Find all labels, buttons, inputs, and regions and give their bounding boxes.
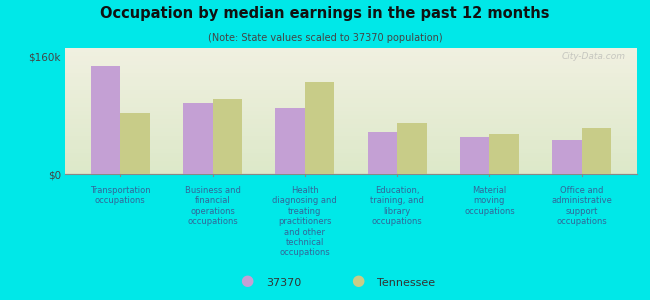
Text: Education,
training, and
library
occupations: Education, training, and library occupat… xyxy=(370,186,424,226)
Bar xyxy=(65,48,637,52)
Text: Transportation
occupations: Transportation occupations xyxy=(90,186,151,206)
Text: (Note: State values scaled to 37370 population): (Note: State values scaled to 37370 popu… xyxy=(208,33,442,43)
Text: Office and
administrative
support
occupations: Office and administrative support occupa… xyxy=(551,186,612,226)
Bar xyxy=(65,107,637,111)
Bar xyxy=(91,66,120,174)
Bar xyxy=(65,77,637,82)
Bar xyxy=(305,82,334,174)
Text: Health
diagnosing and
treating
practitioners
and other
technical
occupations: Health diagnosing and treating practitio… xyxy=(272,186,337,257)
Bar xyxy=(65,56,637,61)
Bar xyxy=(65,69,637,73)
Bar xyxy=(65,103,637,107)
Text: Occupation by median earnings in the past 12 months: Occupation by median earnings in the pas… xyxy=(100,6,550,21)
Text: Tennessee: Tennessee xyxy=(377,278,435,288)
Bar xyxy=(65,170,637,174)
Bar xyxy=(65,52,637,56)
Bar xyxy=(65,132,637,136)
Bar xyxy=(65,82,637,86)
Bar xyxy=(582,128,611,174)
Bar xyxy=(65,119,637,124)
Bar xyxy=(65,94,637,98)
Bar xyxy=(65,124,637,128)
Bar xyxy=(65,145,637,149)
Bar xyxy=(65,161,637,166)
Bar xyxy=(65,157,637,161)
Text: ●: ● xyxy=(351,273,364,288)
Bar xyxy=(65,65,637,69)
Bar xyxy=(65,136,637,140)
Bar xyxy=(276,108,305,174)
Bar xyxy=(368,131,397,174)
Bar xyxy=(460,137,489,174)
Bar xyxy=(65,115,637,119)
Bar xyxy=(65,90,637,94)
Text: Business and
financial
operations
occupations: Business and financial operations occupa… xyxy=(185,186,240,226)
Bar xyxy=(65,73,637,77)
Bar xyxy=(183,103,213,174)
Text: Material
moving
occupations: Material moving occupations xyxy=(464,186,515,216)
Text: City-Data.com: City-Data.com xyxy=(562,52,625,61)
Bar xyxy=(65,111,637,115)
Text: 37370: 37370 xyxy=(266,278,302,288)
Bar xyxy=(120,113,150,174)
Bar xyxy=(65,86,637,90)
Bar xyxy=(65,61,637,65)
Bar xyxy=(552,140,582,174)
Bar xyxy=(65,149,637,153)
Text: ●: ● xyxy=(240,273,254,288)
Bar xyxy=(65,166,637,170)
Bar xyxy=(397,123,426,174)
Bar xyxy=(65,128,637,132)
Bar xyxy=(489,134,519,174)
Bar xyxy=(65,153,637,157)
Bar xyxy=(65,140,637,145)
Bar xyxy=(65,98,637,103)
Bar xyxy=(213,98,242,174)
